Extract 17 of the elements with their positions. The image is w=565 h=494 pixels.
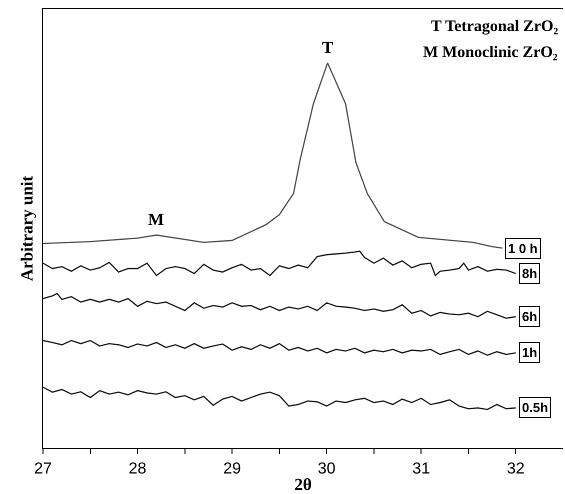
x-axis-title: 2θ xyxy=(294,475,312,494)
annotation: M xyxy=(148,210,164,229)
y-axis-title: Arbitrary unit xyxy=(17,176,36,282)
text: T Tetragonal ZrO₂ xyxy=(431,18,558,35)
series-label: 1h xyxy=(522,345,538,360)
series-label: 0.5h xyxy=(522,400,548,415)
x-tick-label: 27 xyxy=(34,460,52,478)
annotation: T xyxy=(322,38,334,57)
x-tick-label: 28 xyxy=(128,460,147,478)
series-label: 6h xyxy=(522,309,538,324)
x-tick-label: 31 xyxy=(412,460,430,478)
series-label: 8h xyxy=(522,266,538,281)
x-tick-label: 29 xyxy=(223,460,242,478)
series-label: 1 0 h xyxy=(508,241,538,256)
x-tick-label: 30 xyxy=(318,460,336,478)
x-tick-label: 32 xyxy=(506,460,525,478)
text: M Monoclinic ZrO₂ xyxy=(423,44,558,61)
